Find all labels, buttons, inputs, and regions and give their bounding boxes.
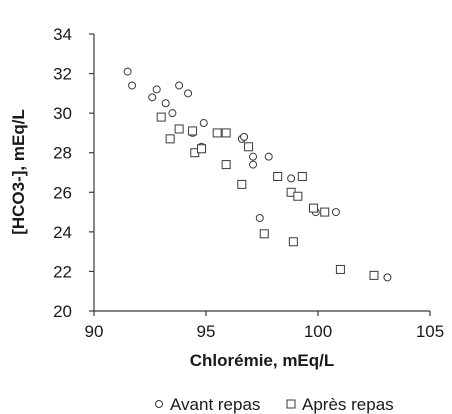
point-apres-repas <box>244 142 254 152</box>
y-tick-label: 32 <box>53 65 72 84</box>
x-tick-label: 90 <box>85 322 104 341</box>
point-avant-repas <box>175 81 184 90</box>
data-points <box>123 67 392 282</box>
point-avant-repas <box>148 93 157 102</box>
point-avant-repas <box>249 152 258 161</box>
legend-label-avant-repas: Avant repas <box>170 395 260 414</box>
y-tick-label: 20 <box>53 302 72 321</box>
point-avant-repas <box>123 67 132 76</box>
point-avant-repas <box>128 81 137 90</box>
point-apres-repas <box>188 126 198 136</box>
point-avant-repas <box>199 119 208 128</box>
point-apres-repas <box>221 160 231 170</box>
x-tick-label: 105 <box>416 322 444 341</box>
legend-marker-apres-repas <box>286 399 296 409</box>
y-axis-title: [HCO3-], mEq/L <box>9 109 28 235</box>
point-avant-repas <box>383 273 392 282</box>
axes <box>93 34 430 312</box>
point-avant-repas <box>255 214 264 223</box>
point-avant-repas <box>331 208 340 217</box>
point-avant-repas <box>287 174 296 183</box>
point-apres-repas <box>156 112 166 122</box>
point-apres-repas <box>297 171 307 181</box>
x-tick-label: 100 <box>304 322 332 341</box>
y-tick-label: 22 <box>53 262 72 281</box>
point-apres-repas <box>165 134 175 144</box>
legend-marker-avant-repas <box>155 400 163 408</box>
point-avant-repas <box>168 109 177 118</box>
point-apres-repas <box>288 237 298 247</box>
legend-label-apres-repas: Après repas <box>302 395 394 414</box>
y-tick-label: 26 <box>53 183 72 202</box>
point-apres-repas <box>197 144 207 154</box>
point-avant-repas <box>240 132 249 141</box>
point-avant-repas <box>184 89 193 98</box>
x-ticks: 90 95 100 105 <box>85 311 444 341</box>
point-apres-repas <box>259 229 269 239</box>
legend: Avant repas Après repas <box>155 395 394 414</box>
y-tick-label: 30 <box>53 104 72 123</box>
point-avant-repas <box>249 160 258 169</box>
y-tick-label: 24 <box>53 223 72 242</box>
y-tick-label: 28 <box>53 144 72 163</box>
point-apres-repas <box>221 128 231 138</box>
point-apres-repas <box>309 203 319 213</box>
y-tick-label: 34 <box>53 25 72 44</box>
point-apres-repas <box>369 270 379 280</box>
point-apres-repas <box>335 264 345 274</box>
point-apres-repas <box>320 207 330 217</box>
point-avant-repas <box>152 85 161 94</box>
point-apres-repas <box>293 191 303 201</box>
x-tick-label: 95 <box>197 322 216 341</box>
x-axis-title: Chlorémie, mEq/L <box>190 351 335 370</box>
y-ticks: 20 22 24 26 28 30 32 34 <box>53 25 94 321</box>
point-avant-repas <box>264 152 273 161</box>
point-apres-repas <box>237 179 247 189</box>
point-apres-repas <box>273 171 283 181</box>
point-apres-repas <box>174 124 184 134</box>
point-avant-repas <box>161 99 170 108</box>
point-apres-repas <box>212 128 222 138</box>
